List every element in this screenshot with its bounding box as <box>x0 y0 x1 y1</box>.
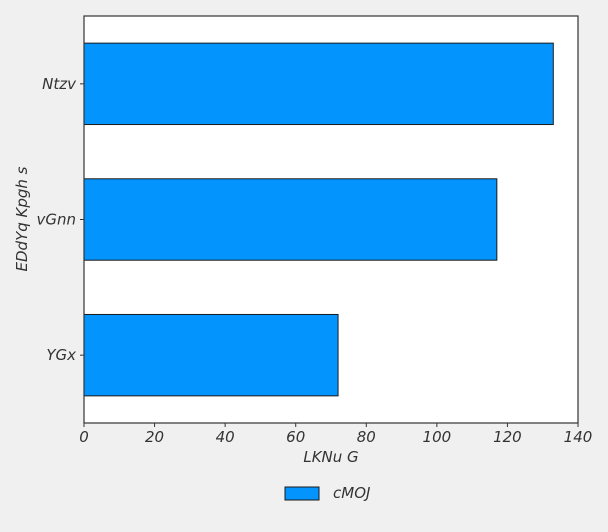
bar-YGx <box>83 313 339 397</box>
x-tick-label: 60 <box>286 428 305 446</box>
x-tick-label: 80 <box>357 428 376 446</box>
legend-label: cMOJ <box>333 484 370 502</box>
x-tick-labels: 0 20 40 60 80 100 120 140 <box>79 423 592 446</box>
y-tick-labels: Ntzv vGnn YGx <box>36 75 84 364</box>
legend: cMOJ <box>284 484 370 502</box>
x-tick-label: 100 <box>423 428 452 446</box>
y-tick-label: Ntzv <box>42 75 77 93</box>
legend-swatch <box>284 486 320 501</box>
x-axis-label: LKNu G <box>303 448 358 466</box>
y-tick-label: YGx <box>46 346 76 364</box>
x-tick-label: 40 <box>216 428 235 446</box>
y-tick-label: vGnn <box>36 211 76 229</box>
bar-vGnn <box>83 178 498 261</box>
y-axis-label: EDdYq Kpgh s <box>13 166 31 271</box>
x-tick-label: 0 <box>79 428 89 446</box>
bars-group <box>83 42 554 397</box>
x-tick-label: 20 <box>145 428 164 446</box>
plot-frame <box>83 15 579 424</box>
bar-Ntzv <box>83 42 554 126</box>
x-tick-label: 120 <box>493 428 522 446</box>
x-tick-label: 140 <box>564 428 593 446</box>
